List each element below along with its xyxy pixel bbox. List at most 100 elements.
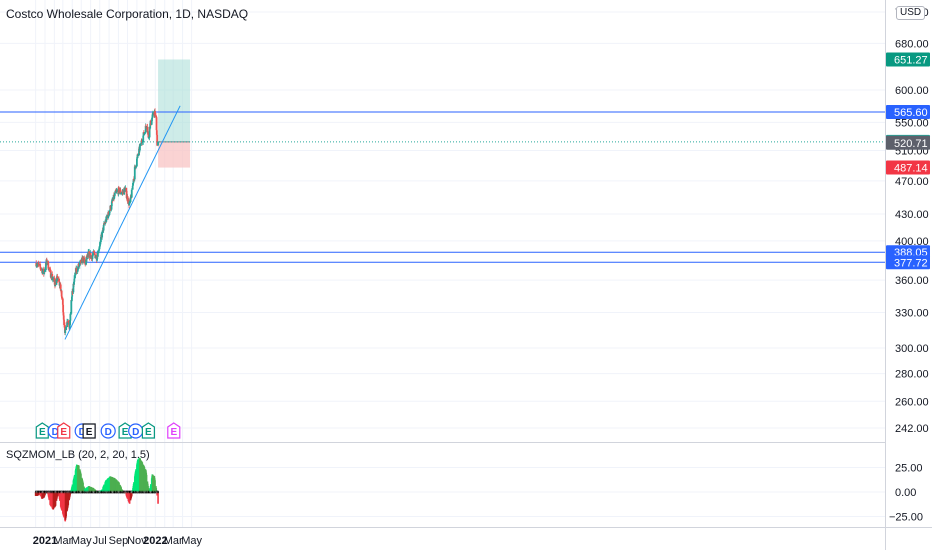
event-marker-E-4[interactable]: E	[82, 423, 96, 439]
candle-156	[101, 230, 104, 240]
currency-button[interactable]: USD	[896, 6, 926, 20]
indicator-title[interactable]: SQZMOM_LB (20, 2, 20, 1.5)	[6, 449, 150, 461]
candle-241	[137, 153, 140, 158]
squeeze-dot-208	[122, 490, 124, 494]
candle-body-22	[45, 262, 47, 270]
candle-206	[122, 189, 125, 195]
histogram-bar-193	[116, 480, 118, 492]
candle-39	[51, 279, 54, 283]
candle-71	[65, 326, 68, 331]
candle-body-1	[35, 265, 38, 267]
histogram-bar-168	[105, 479, 108, 492]
histogram-bar-268	[147, 488, 150, 492]
candle-body-130	[90, 255, 93, 257]
price-tick-label-8: 470.00	[895, 176, 929, 188]
candle-body-126	[88, 251, 91, 258]
candle-116	[84, 260, 87, 267]
candle-body-26	[46, 261, 49, 263]
candle-256	[143, 132, 146, 135]
histogram-bar-23	[44, 492, 46, 495]
horizontal-levels[interactable]	[0, 111, 885, 263]
event-marker-E-8[interactable]: E	[141, 422, 155, 439]
candle-body-46	[54, 281, 57, 285]
candle-body-259	[145, 125, 147, 127]
candle-181	[111, 197, 114, 202]
candle-body-265	[147, 132, 150, 138]
histogram-bar-289	[157, 492, 159, 504]
squeeze-dot-198	[118, 490, 120, 494]
candle-body-222	[129, 198, 132, 203]
candle-body-201	[120, 193, 123, 194]
candle-body-246	[139, 143, 142, 147]
event-marker-E-2[interactable]: E	[57, 422, 71, 439]
candle-173	[108, 210, 111, 216]
candle-body-245	[139, 146, 141, 151]
event-marker-D-5[interactable]: D	[100, 423, 116, 439]
histogram-bar-188	[114, 478, 116, 492]
candle-body-191	[116, 190, 118, 192]
squeeze-dot-18	[42, 490, 44, 494]
squeeze-dot-43	[52, 490, 55, 494]
candle-51	[56, 278, 59, 282]
squeeze-dot-148	[97, 490, 99, 494]
candle-body-236	[135, 166, 137, 168]
histogram-bar-3	[35, 492, 38, 496]
price-tick-label-3: 300.00	[895, 343, 929, 355]
candle-284	[155, 115, 158, 131]
time-tick-label-5: Nov	[127, 535, 147, 547]
histogram-bar-203	[120, 487, 122, 492]
candle-96	[75, 267, 78, 275]
candle-body-96	[75, 268, 78, 272]
candle-body-67	[64, 325, 66, 334]
candle-body-231	[132, 178, 135, 180]
event-marker-D-7[interactable]: D	[128, 423, 144, 439]
candle-body-79	[68, 324, 71, 329]
candle-body-116	[84, 261, 87, 265]
candle-body-80	[69, 320, 71, 325]
histogram-bar-285	[155, 488, 158, 492]
histogram-bar-33	[48, 492, 51, 501]
candle-76	[67, 319, 70, 323]
candle-266	[147, 136, 150, 140]
price-badge-text: 651.27	[894, 54, 928, 66]
squeeze-dot-33	[48, 490, 50, 494]
price-axis[interactable]: 242.00 260.00 280.00 300.00 330.00 360.00 400.…	[886, 7, 930, 435]
histogram-bar-218	[126, 492, 129, 499]
event-marker-E-9[interactable]: E	[167, 422, 181, 439]
event-marker-E-0[interactable]: E	[35, 422, 49, 439]
squeeze-dot-68	[63, 490, 65, 494]
price-badge-3: 520.71	[886, 135, 930, 150]
price-badge-4: 487.14	[886, 160, 930, 175]
candle-body-286	[156, 134, 159, 146]
candle-46	[54, 278, 57, 286]
histogram-bar-58	[59, 492, 61, 501]
candle-body-173	[108, 210, 111, 214]
candle-286	[156, 133, 159, 147]
candle-211	[124, 185, 127, 191]
squeeze-dot-258	[143, 490, 146, 494]
candle-body-106	[80, 259, 82, 263]
histogram-bar-233	[133, 482, 135, 492]
histogram-bar-18	[42, 492, 44, 499]
candle-body-28	[47, 261, 50, 269]
event-label: E	[122, 427, 129, 438]
squeeze-dot-3	[35, 490, 38, 494]
target-zone	[158, 59, 191, 142]
histogram-bar-198	[118, 482, 120, 492]
candle-body-61	[61, 296, 63, 299]
event-label: D	[132, 427, 139, 438]
histogram-bar-258	[143, 467, 146, 492]
squeeze-dot-28	[46, 490, 48, 494]
candle-body-266	[147, 137, 150, 139]
candle-body-186	[113, 193, 116, 196]
trendline[interactable]	[64, 105, 181, 340]
candle-body-82	[70, 300, 73, 314]
long-position-tool[interactable]	[158, 59, 191, 168]
candle-196	[118, 186, 120, 195]
candle-body-114	[83, 259, 86, 262]
histogram-bar-178	[109, 476, 112, 492]
indicator-axis[interactable]: 25.00 0.00 −25.00	[889, 463, 923, 524]
